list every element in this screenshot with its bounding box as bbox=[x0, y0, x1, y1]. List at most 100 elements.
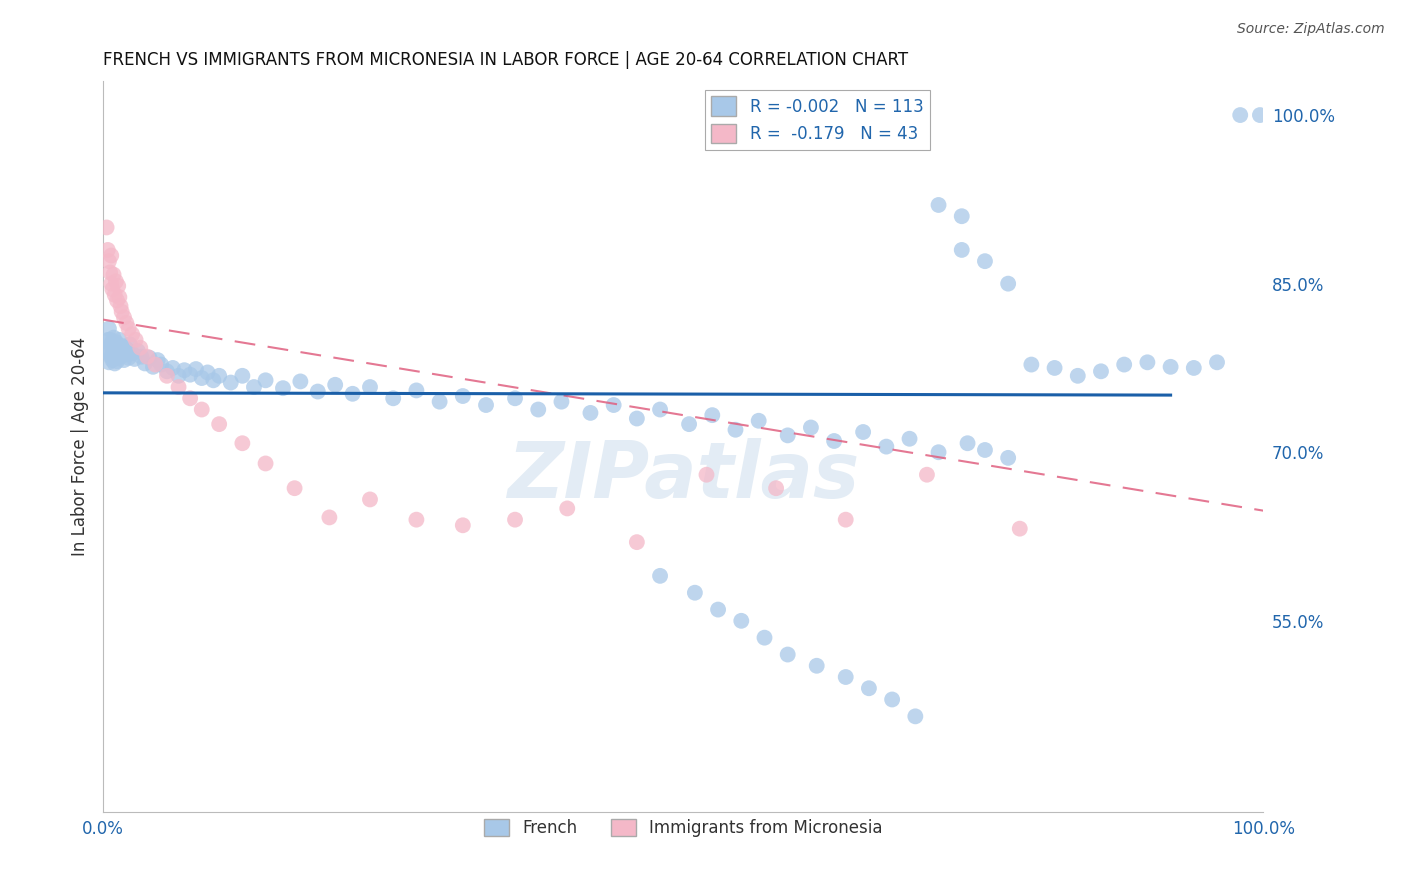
Point bbox=[121, 327, 143, 342]
Point bbox=[928, 445, 950, 459]
Point bbox=[835, 670, 858, 684]
Point bbox=[104, 356, 127, 370]
Point bbox=[118, 321, 141, 335]
Point bbox=[648, 569, 671, 583]
Point bbox=[1136, 355, 1159, 369]
Point bbox=[898, 432, 921, 446]
Point bbox=[579, 406, 602, 420]
Point bbox=[97, 355, 120, 369]
Point bbox=[602, 398, 624, 412]
Point bbox=[1229, 108, 1251, 122]
Point bbox=[776, 428, 799, 442]
Point bbox=[97, 321, 120, 335]
Point bbox=[1090, 364, 1112, 378]
Point bbox=[112, 353, 135, 368]
Point bbox=[107, 346, 129, 360]
Point bbox=[103, 346, 125, 360]
Point bbox=[142, 359, 165, 374]
Point bbox=[100, 338, 122, 352]
Point bbox=[100, 350, 122, 364]
Point bbox=[1182, 360, 1205, 375]
Point bbox=[173, 363, 195, 377]
Point bbox=[98, 265, 121, 279]
Point bbox=[111, 304, 134, 318]
Point bbox=[243, 380, 266, 394]
Point bbox=[271, 381, 294, 395]
Point bbox=[950, 243, 973, 257]
Point bbox=[115, 347, 138, 361]
Point bbox=[254, 373, 277, 387]
Point bbox=[342, 386, 364, 401]
Point bbox=[104, 338, 127, 352]
Point bbox=[724, 423, 747, 437]
Point bbox=[956, 436, 979, 450]
Point bbox=[626, 535, 648, 549]
Point bbox=[138, 351, 160, 365]
Point bbox=[115, 316, 138, 330]
Point bbox=[503, 392, 526, 406]
Point bbox=[451, 518, 474, 533]
Point bbox=[96, 344, 118, 359]
Point bbox=[555, 501, 578, 516]
Point bbox=[146, 353, 169, 368]
Point bbox=[974, 442, 997, 457]
Point bbox=[904, 709, 927, 723]
Point bbox=[254, 457, 277, 471]
Text: FRENCH VS IMMIGRANTS FROM MICRONESIA IN LABOR FORCE | AGE 20-64 CORRELATION CHAR: FRENCH VS IMMIGRANTS FROM MICRONESIA IN … bbox=[103, 51, 908, 69]
Point bbox=[179, 392, 201, 406]
Point bbox=[648, 402, 671, 417]
Point bbox=[1008, 522, 1031, 536]
Point bbox=[748, 414, 770, 428]
Point bbox=[118, 337, 141, 351]
Point bbox=[108, 342, 131, 356]
Text: ZIPatlas: ZIPatlas bbox=[508, 438, 859, 514]
Point bbox=[111, 344, 134, 359]
Point bbox=[110, 350, 132, 364]
Point bbox=[1067, 368, 1090, 383]
Point bbox=[110, 299, 132, 313]
Point bbox=[997, 450, 1019, 465]
Point bbox=[318, 510, 340, 524]
Point bbox=[101, 335, 124, 350]
Point bbox=[382, 392, 405, 406]
Point bbox=[104, 335, 127, 350]
Point bbox=[765, 481, 787, 495]
Point bbox=[156, 368, 179, 383]
Point bbox=[823, 434, 845, 448]
Point bbox=[103, 330, 125, 344]
Point bbox=[875, 440, 897, 454]
Point bbox=[179, 368, 201, 382]
Point bbox=[108, 290, 131, 304]
Point bbox=[997, 277, 1019, 291]
Text: Source: ZipAtlas.com: Source: ZipAtlas.com bbox=[1237, 22, 1385, 37]
Point bbox=[104, 274, 127, 288]
Point bbox=[124, 333, 146, 347]
Point bbox=[97, 333, 120, 347]
Point bbox=[231, 368, 253, 383]
Point bbox=[806, 658, 828, 673]
Point bbox=[219, 376, 242, 390]
Point bbox=[307, 384, 329, 399]
Point bbox=[111, 346, 134, 360]
Point bbox=[208, 368, 231, 383]
Point bbox=[100, 277, 122, 291]
Point bbox=[475, 398, 498, 412]
Point bbox=[190, 371, 212, 385]
Point bbox=[104, 288, 127, 302]
Point bbox=[202, 373, 225, 387]
Point bbox=[974, 254, 997, 268]
Point bbox=[1021, 358, 1043, 372]
Point bbox=[105, 341, 128, 355]
Point bbox=[124, 351, 146, 366]
Point bbox=[117, 343, 139, 357]
Point bbox=[97, 243, 120, 257]
Point bbox=[100, 248, 122, 262]
Point bbox=[707, 602, 730, 616]
Point bbox=[678, 417, 700, 431]
Point bbox=[451, 389, 474, 403]
Point bbox=[167, 380, 190, 394]
Point bbox=[359, 380, 381, 394]
Point bbox=[776, 648, 799, 662]
Point bbox=[103, 268, 125, 282]
Point bbox=[1249, 108, 1271, 122]
